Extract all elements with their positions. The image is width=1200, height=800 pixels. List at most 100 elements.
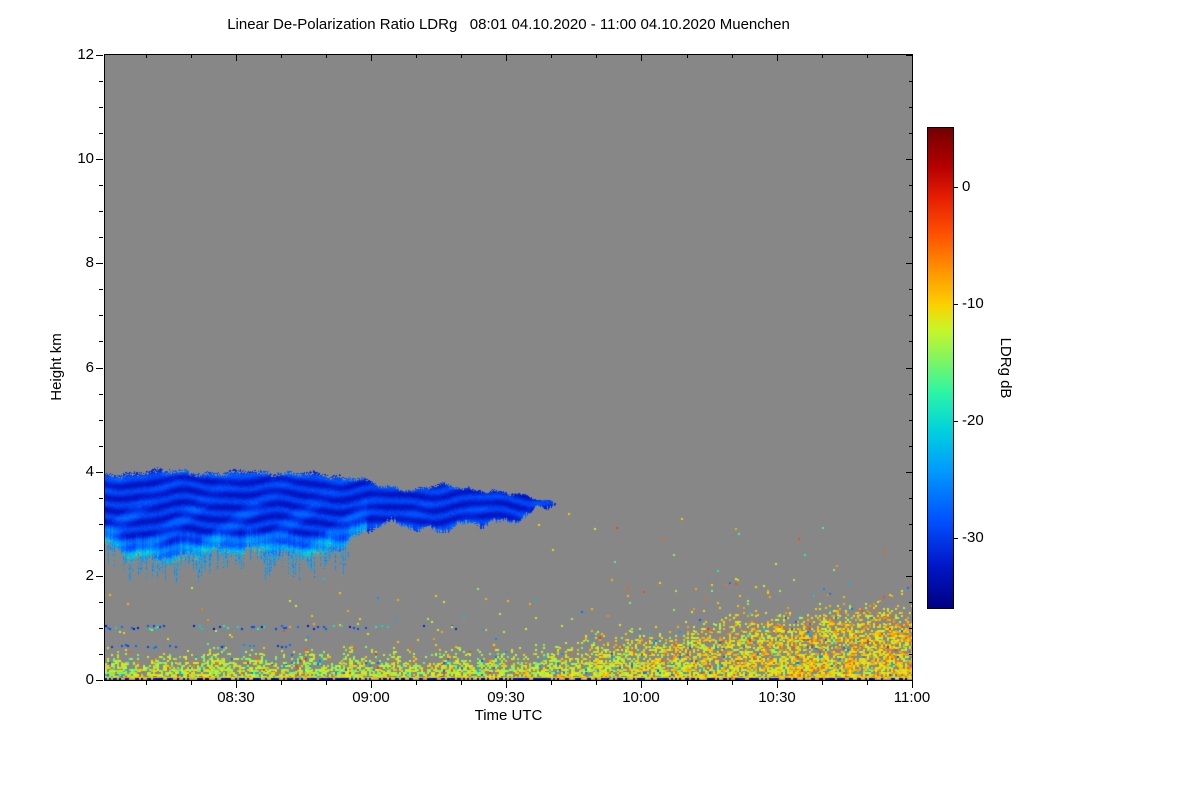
x-minor-tick-inner	[461, 55, 462, 58]
x-tick	[641, 681, 642, 688]
x-tick	[912, 681, 913, 688]
y-tick-label: 10	[77, 150, 94, 167]
y-minor-tick	[99, 133, 103, 134]
x-minor-tick	[732, 681, 733, 685]
colorbar-tick-label: -10	[962, 295, 984, 312]
y-minor-tick	[99, 107, 103, 108]
y-minor-tick	[99, 420, 103, 421]
y-minor-tick-inner	[909, 341, 912, 342]
y-minor-tick-inner	[909, 107, 912, 108]
x-axis-label: Time UTC	[474, 707, 543, 724]
x-tick-inner	[236, 55, 237, 61]
y-minor-tick-inner	[909, 628, 912, 629]
x-tick-inner	[506, 55, 507, 61]
x-minor-tick	[867, 681, 868, 685]
y-minor-tick-inner	[909, 289, 912, 290]
y-minor-tick	[99, 654, 103, 655]
x-tick-label: 11:00	[893, 689, 931, 706]
colorbar-tick-label: -20	[962, 412, 984, 429]
x-minor-tick-inner	[732, 55, 733, 58]
y-minor-tick-inner	[909, 185, 912, 186]
x-tick	[371, 681, 372, 688]
x-tick-label: 10:30	[758, 689, 796, 706]
x-tick-label: 08:30	[217, 689, 255, 706]
x-minor-tick-inner	[822, 55, 823, 58]
y-minor-tick	[99, 550, 103, 551]
x-minor-tick	[551, 681, 552, 685]
y-tick	[96, 368, 103, 369]
y-tick-label: 0	[85, 671, 94, 688]
x-tick	[236, 681, 237, 688]
y-minor-tick-inner	[909, 394, 912, 395]
y-tick-label: 4	[85, 463, 94, 480]
x-tick-label: 09:00	[352, 689, 390, 706]
y-minor-tick-inner	[909, 654, 912, 655]
x-tick	[506, 681, 507, 688]
y-minor-tick	[99, 498, 103, 499]
x-minor-tick-inner	[146, 55, 147, 58]
y-minor-tick-inner	[909, 133, 912, 134]
x-tick-inner	[777, 55, 778, 61]
x-tick-inner	[641, 55, 642, 61]
y-minor-tick	[99, 394, 103, 395]
chart-title: Linear De-Polarization Ratio LDRg 08:01 …	[227, 16, 790, 33]
y-minor-tick-inner	[909, 602, 912, 603]
y-tick-inner	[906, 576, 912, 577]
y-tick	[96, 263, 103, 264]
y-minor-tick	[99, 524, 103, 525]
y-minor-tick-inner	[909, 446, 912, 447]
y-minor-tick	[99, 446, 103, 447]
heatmap-canvas	[105, 55, 912, 680]
colorbar-tick-label: -30	[962, 529, 984, 546]
y-tick-label: 12	[77, 46, 94, 63]
x-minor-tick-inner	[191, 55, 192, 58]
x-minor-tick-inner	[551, 55, 552, 58]
colorbar-gradient	[928, 128, 953, 608]
y-minor-tick-inner	[909, 237, 912, 238]
x-minor-tick	[281, 681, 282, 685]
y-minor-tick	[99, 341, 103, 342]
y-tick	[96, 680, 103, 681]
x-minor-tick	[191, 681, 192, 685]
y-minor-tick-inner	[909, 211, 912, 212]
x-minor-tick-inner	[596, 55, 597, 58]
y-minor-tick-inner	[909, 420, 912, 421]
x-tick-label: 09:30	[487, 689, 525, 706]
y-tick-label: 2	[85, 567, 94, 584]
y-tick-inner	[906, 55, 912, 56]
y-minor-tick	[99, 289, 103, 290]
x-minor-tick	[822, 681, 823, 685]
y-minor-tick-inner	[909, 315, 912, 316]
x-minor-tick	[146, 681, 147, 685]
x-minor-tick-inner	[867, 55, 868, 58]
x-minor-tick	[687, 681, 688, 685]
x-minor-tick	[461, 681, 462, 685]
y-tick-inner	[906, 680, 912, 681]
x-minor-tick-inner	[416, 55, 417, 58]
y-tick	[96, 55, 103, 56]
plot-frame	[104, 54, 913, 681]
x-minor-tick-inner	[326, 55, 327, 58]
y-tick-inner	[906, 472, 912, 473]
y-tick	[96, 472, 103, 473]
y-tick-label: 6	[85, 359, 94, 376]
colorbar-tick	[953, 421, 958, 422]
y-minor-tick	[99, 237, 103, 238]
y-minor-tick	[99, 185, 103, 186]
y-tick-inner	[906, 159, 912, 160]
x-minor-tick-inner	[281, 55, 282, 58]
y-minor-tick	[99, 602, 103, 603]
colorbar	[927, 127, 954, 609]
x-tick	[777, 681, 778, 688]
x-minor-tick	[596, 681, 597, 685]
y-minor-tick	[99, 628, 103, 629]
x-minor-tick	[416, 681, 417, 685]
colorbar-tick	[953, 304, 958, 305]
colorbar-label: LDRg dB	[997, 337, 1014, 399]
y-minor-tick-inner	[909, 524, 912, 525]
colorbar-tick	[953, 187, 958, 188]
y-tick	[96, 159, 103, 160]
colorbar-tick-label: 0	[962, 178, 971, 195]
y-minor-tick	[99, 315, 103, 316]
